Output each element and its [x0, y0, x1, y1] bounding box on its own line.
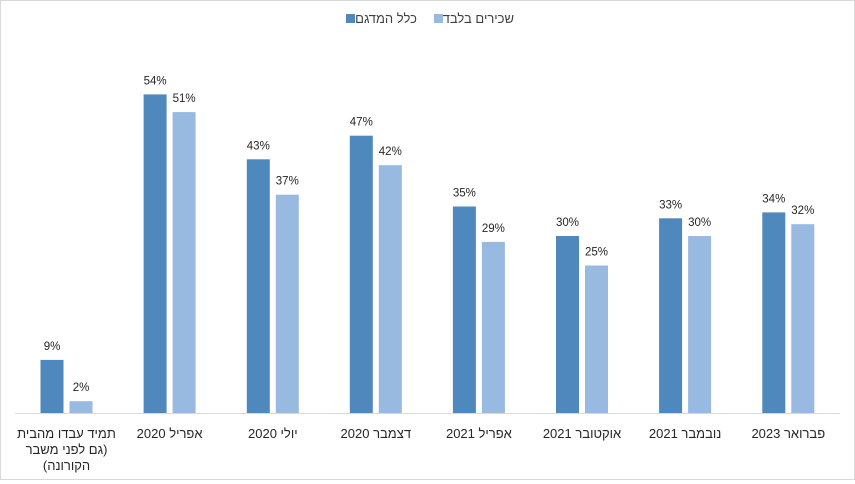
bar-series0-cat2: [246, 159, 270, 413]
value-label-series1-cat3: 42%: [379, 146, 402, 158]
bar-series1-cat4: [481, 241, 505, 413]
value-label-series1-cat6: 30%: [688, 217, 711, 229]
bar-series0-cat6: [659, 218, 683, 413]
bars-group: [40, 94, 815, 414]
value-label-series0-cat2: 43%: [247, 140, 270, 152]
value-label-series1-cat2: 37%: [276, 176, 299, 188]
category-label-2-line0: יולי 2020: [248, 426, 298, 441]
value-label-series0-cat4: 35%: [453, 188, 476, 200]
legend-label-total-sample: כלל המדגם: [355, 11, 417, 26]
bar-series1-cat2: [275, 194, 299, 413]
value-label-series0-cat7: 34%: [762, 193, 785, 205]
bar-series1-cat6: [688, 236, 712, 413]
bar-series0-cat0: [40, 359, 64, 413]
bar-series1-cat0: [69, 401, 93, 413]
value-label-series1-cat1: 51%: [173, 93, 196, 105]
legend-label-employees-only: שכירים בלבד: [443, 11, 514, 26]
value-label-series1-cat7: 32%: [791, 205, 814, 217]
bar-series0-cat7: [762, 212, 786, 413]
bar-series0-cat3: [349, 135, 373, 413]
value-label-series0-cat0: 9%: [44, 341, 61, 353]
legend-swatch-employees-only: [434, 14, 443, 23]
bar-series1-cat7: [791, 224, 815, 413]
value-label-series1-cat4: 29%: [482, 223, 505, 235]
value-label-series0-cat3: 47%: [350, 117, 373, 129]
bar-series1-cat5: [585, 265, 608, 413]
value-labels-group: 9% 2% 54% 51% 43% 37% 47% 42% 35% 29% 30% 25% 33% 30%…: [44, 75, 815, 394]
category-label-5-line0: אוקטובר 2021: [543, 426, 621, 441]
bar-series1-cat3: [378, 165, 402, 413]
value-label-series1-cat0: 2%: [73, 382, 90, 394]
category-label-3-line0: דצמבר 2020: [341, 426, 411, 441]
bar-series1-cat1: [172, 112, 196, 413]
value-label-series1-cat5: 25%: [585, 247, 608, 259]
bar-series0-cat1: [143, 94, 167, 414]
value-label-series0-cat1: 54%: [144, 75, 167, 87]
value-label-series0-cat6: 33%: [659, 199, 682, 211]
category-label-0-line0: תמיד עבדו מהבית: [17, 426, 116, 441]
category-label-0-line2: הקורונה): [43, 458, 90, 473]
value-label-series0-cat5: 30%: [556, 217, 579, 229]
category-label-1-line0: אפריל 2020: [137, 426, 203, 441]
bar-series0-cat4: [452, 206, 476, 413]
category-label-7-line0: פברואר 2023: [751, 426, 825, 441]
legend: כלל המדגם שכירים בלבד: [346, 11, 514, 26]
bar-series0-cat5: [556, 236, 579, 413]
category-label-6-line0: נובמבר 2021: [649, 426, 721, 441]
category-label-4-line0: אפריל 2021: [446, 426, 512, 441]
category-label-0-line1: (גם לפני משבר: [26, 442, 108, 457]
legend-swatch-total-sample: [346, 14, 355, 23]
